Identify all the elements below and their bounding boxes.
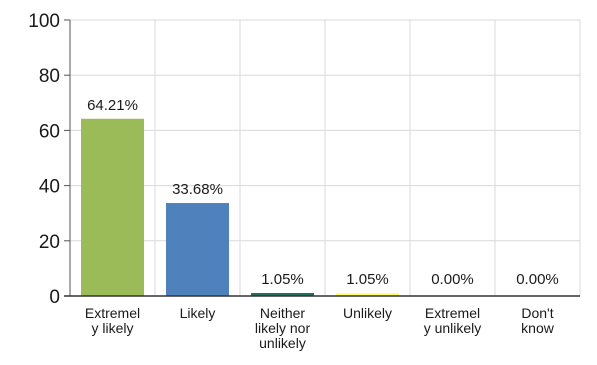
data-label: 64.21% [87,97,138,114]
bar [166,203,229,296]
bar [251,293,314,296]
data-label: 33.68% [172,181,223,198]
x-tick-label: Extremel y likely [85,305,140,336]
data-label: 0.00% [431,271,474,288]
y-tick-label: 40 [39,177,60,198]
data-label: 0.00% [516,271,559,288]
y-tick-label: 80 [39,66,60,87]
axes [64,19,580,297]
x-tick-label-line: Don't [521,305,553,321]
x-tick-label-line: likely nor [255,320,311,336]
x-tick-label-line: Unlikely [343,305,392,321]
x-tick-label-line: Likely [180,305,216,321]
x-tick-label: Likely [180,305,216,321]
x-tick-label-line: y unlikely [424,320,482,336]
x-tick-label-line: Neither [260,305,305,321]
gridlines [70,19,581,296]
x-tick-label: Neither likely nor unlikely [255,305,311,351]
data-label: 1.05% [261,271,304,288]
x-tick-label-line: y likely [91,320,133,336]
y-tick-label: 20 [39,232,60,253]
x-tick-label-line: Extremel [425,305,480,321]
y-tick-label: 100 [28,11,60,32]
bars [81,118,399,297]
data-label: 1.05% [346,271,389,288]
y-tick-label: 0 [49,287,60,308]
y-tick-label: 60 [39,121,60,142]
data-labels: 64.21% 33.68% 1.05% 1.05% 0.00% 0.00% [87,97,559,288]
x-tick-label: Unlikely [343,305,392,321]
bar [336,293,399,296]
x-tick-label-line: know [521,320,555,336]
x-tick-label: Don't know [521,305,555,336]
bar [81,118,144,297]
x-tick-label-line: unlikely [259,335,306,351]
y-axis-ticks: 0 20 40 60 80 100 [28,11,60,308]
x-tick-label-line: Extremel [85,305,140,321]
x-tick-label: Extremel y unlikely [424,305,482,336]
